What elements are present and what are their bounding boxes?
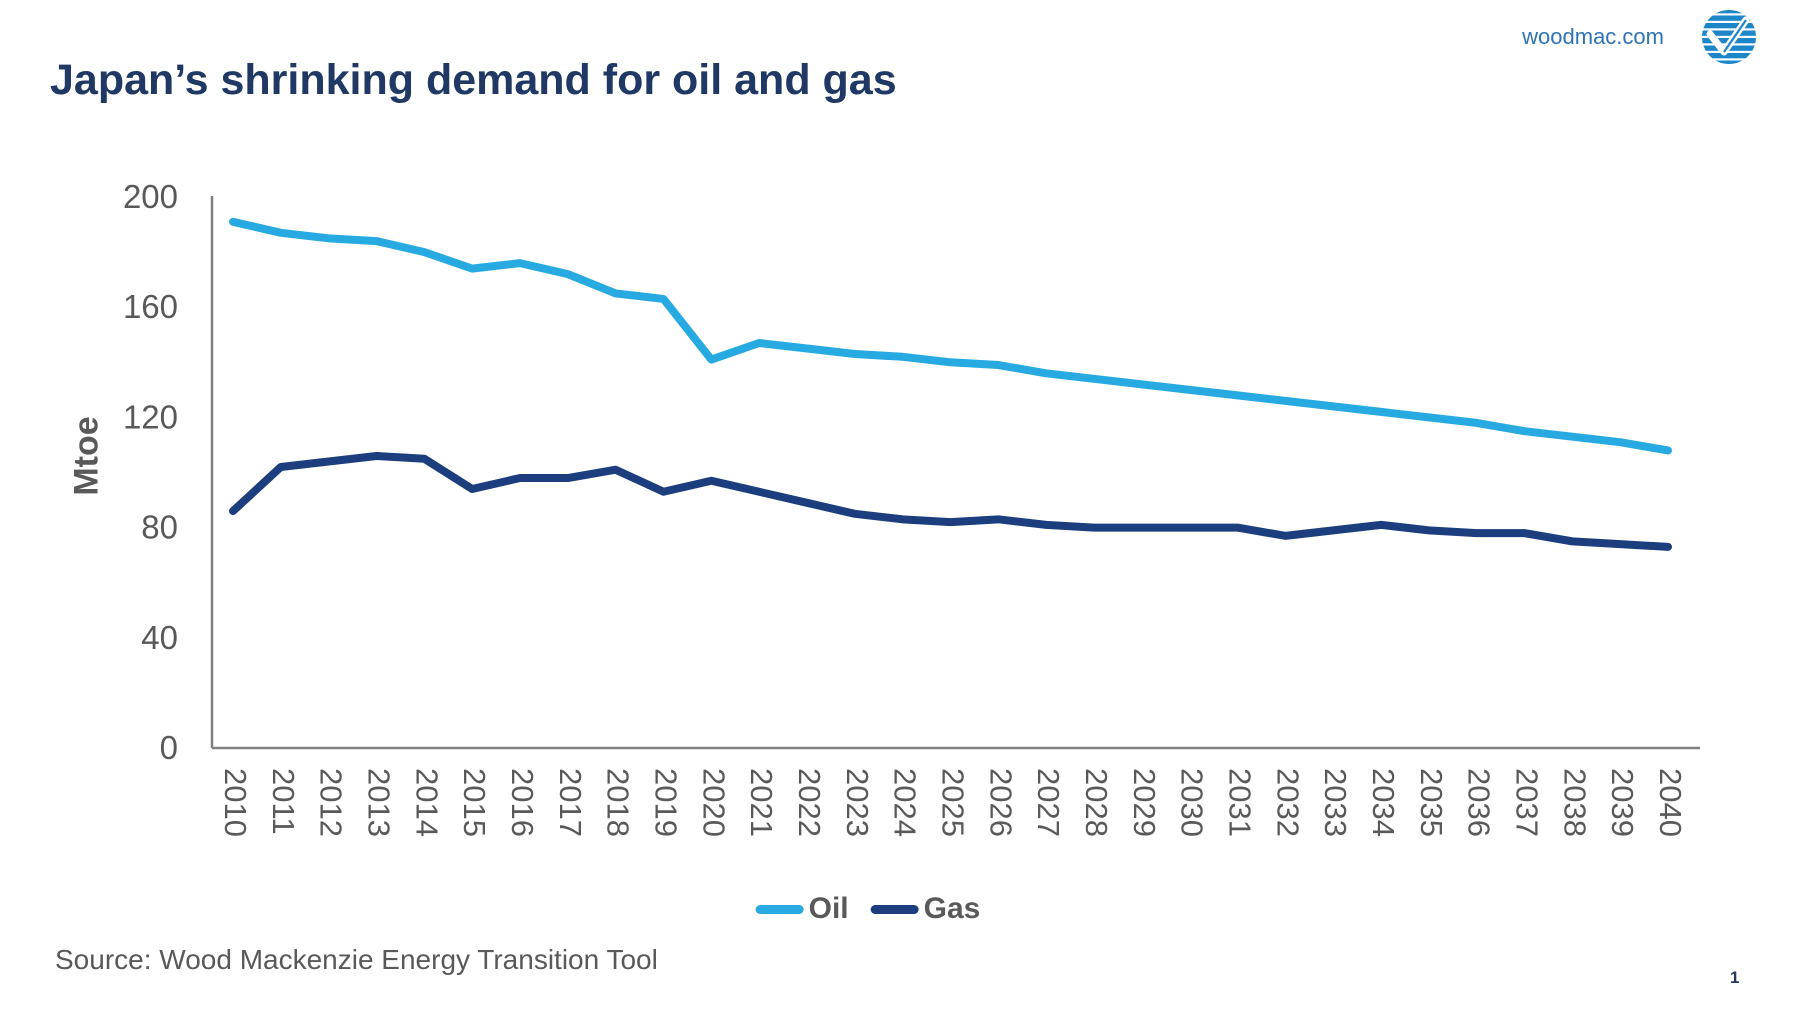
x-tick-label: 2011 — [266, 768, 301, 835]
x-tick-label: 2016 — [505, 768, 540, 837]
gas-legend-label: Gas — [923, 892, 981, 925]
wood-mackenzie-logo-icon — [1702, 10, 1756, 64]
source-note: Source: Wood Mackenzie Energy Transition… — [55, 944, 658, 975]
y-tick-label: 0 — [160, 729, 178, 766]
x-tick-label: 2033 — [1318, 768, 1353, 837]
x-tick-label: 2015 — [457, 768, 492, 837]
x-tick-label: 2026 — [983, 768, 1018, 837]
x-tick-label: 2025 — [936, 768, 971, 837]
x-tick-label: 2028 — [1079, 768, 1114, 837]
x-tick-label: 2019 — [649, 768, 684, 837]
page-number: 1 — [1730, 968, 1740, 987]
oil-legend-swatch-icon — [755, 904, 804, 914]
x-tick-label: 2035 — [1414, 768, 1449, 837]
x-tick-label: 2013 — [362, 768, 397, 837]
x-tick-label: 2036 — [1462, 768, 1497, 837]
y-tick-label: 120 — [123, 398, 178, 435]
legend-item-oil: Oil — [755, 892, 849, 926]
x-tick-label: 2012 — [314, 768, 349, 837]
x-tick-label: 2024 — [888, 768, 923, 837]
x-tick-label: 2023 — [840, 768, 875, 837]
chart-legend: Oil Gas — [755, 892, 981, 926]
y-tick-label: 80 — [141, 509, 178, 546]
gas-line — [229, 451, 1672, 551]
x-tick-label: 2017 — [553, 768, 588, 837]
x-tick-label: 2040 — [1653, 768, 1688, 837]
x-tick-label: 2020 — [696, 768, 731, 837]
x-tick-label: 2022 — [792, 768, 827, 837]
woodmac-link[interactable]: woodmac.com — [1522, 24, 1664, 49]
y-tick-label: 200 — [123, 178, 178, 215]
x-tick-label: 2039 — [1605, 768, 1640, 837]
x-tick-label: 2038 — [1557, 768, 1592, 837]
x-tick-label: 2037 — [1510, 768, 1545, 837]
x-tick-label: 2030 — [1175, 768, 1210, 837]
x-tick-label: 2021 — [744, 768, 779, 837]
x-tick-label: 2027 — [1031, 768, 1066, 837]
gas-legend-swatch-icon — [870, 904, 919, 914]
x-tick-label: 2034 — [1366, 768, 1401, 837]
x-tick-label: 2029 — [1127, 768, 1162, 837]
legend-item-gas: Gas — [870, 892, 981, 926]
oil-line — [229, 217, 1672, 455]
x-tick-label: 2031 — [1223, 768, 1258, 837]
y-axis-title: Mtoe — [67, 416, 106, 496]
y-tick-label: 160 — [123, 288, 178, 325]
y-tick-label: 40 — [141, 619, 178, 656]
x-tick-label: 2010 — [218, 768, 253, 837]
x-tick-label: 2018 — [601, 768, 636, 837]
oil-legend-label: Oil — [808, 892, 849, 925]
x-tick-label: 2032 — [1270, 768, 1305, 837]
x-tick-label: 2014 — [409, 768, 444, 837]
page-title: Japan’s shrinking demand for oil and gas — [50, 56, 897, 104]
